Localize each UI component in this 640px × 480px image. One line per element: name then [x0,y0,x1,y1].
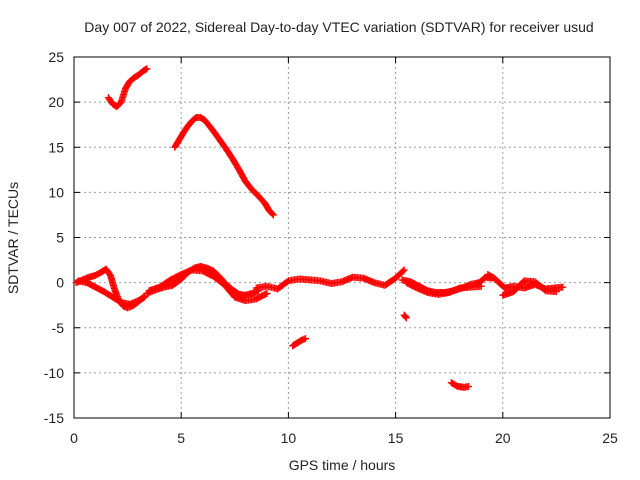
data-point-marker [552,288,560,296]
x-tick-label: 25 [602,430,618,446]
data-point-marker [559,283,567,291]
y-tick-label: 10 [48,184,64,200]
chart-title: Day 007 of 2022, Sidereal Day-to-day VTE… [84,19,593,35]
axis-ticks [73,56,611,419]
series-cluster-e2 [499,277,560,299]
series-cluster-d2 [402,279,485,298]
series-arc-upper-left [104,65,151,111]
data-point-marker [142,65,150,73]
data-series [72,65,567,391]
data-point-marker [402,313,410,321]
data-point-marker [402,314,410,322]
data-point-marker [268,210,276,218]
y-tick-label: 25 [48,49,64,65]
data-point-marker [399,267,407,275]
x-tick-label: 5 [177,430,185,446]
y-tick-label: -15 [44,410,64,426]
x-tick-label: 10 [281,430,297,446]
series-arc-upper-mid [171,113,277,219]
data-point-marker [262,290,270,298]
series-fragment-2 [289,335,310,350]
data-point-marker [263,289,271,297]
y-tick-label: 0 [56,275,64,291]
data-point-marker [302,335,310,343]
y-axis-label: SDTVAR / TECUs [5,182,21,294]
x-tick-label: 20 [495,430,511,446]
series-fragment-1 [400,311,410,322]
data-point-marker [269,211,277,219]
tick-labels: 0 5 10 15 20 25 -15 -10 -5 0 5 10 15 20 25 [44,49,618,446]
data-point-marker [143,65,151,73]
y-tick-label: -5 [52,320,65,336]
y-tick-label: 15 [48,139,64,155]
data-point-marker [400,266,408,274]
data-point-marker [141,293,149,301]
data-point-marker [139,294,147,302]
data-point-marker [464,382,472,390]
data-point-marker [477,282,485,290]
series-cluster-a2 [74,277,149,308]
y-tick-label: 5 [56,230,64,246]
series-cluster-c [252,266,408,293]
x-axis-label: GPS time / hours [289,457,396,473]
series-fragment-3 [447,379,472,391]
y-tick-label: -10 [44,365,64,381]
x-tick-label: 0 [70,430,78,446]
series-cluster-b2 [145,266,271,305]
x-tick-label: 15 [388,430,404,446]
y-tick-label: 20 [48,94,64,110]
grid-lines [74,57,610,418]
